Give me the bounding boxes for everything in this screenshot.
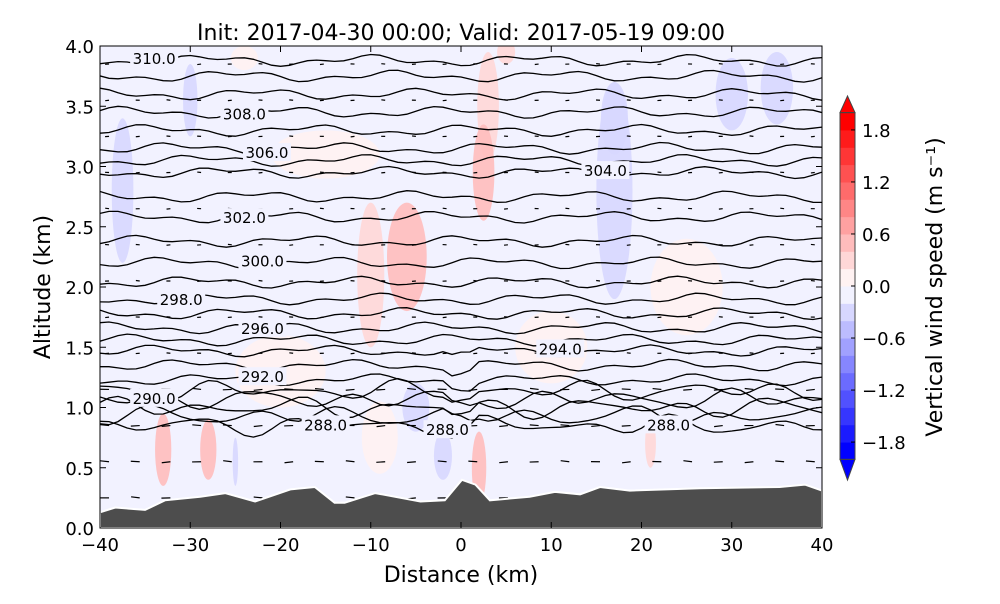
colorbar-bin bbox=[840, 147, 855, 165]
colorbar-tick-label: 0.6 bbox=[862, 225, 891, 246]
colorbar-bin bbox=[840, 251, 855, 269]
colorbar-bin bbox=[840, 355, 855, 373]
w-anomaly bbox=[601, 82, 628, 154]
colorbar-bin bbox=[840, 390, 855, 408]
colorbar-tick-label: −0.6 bbox=[862, 329, 906, 350]
wind-arrow bbox=[376, 389, 385, 390]
colorbar-extend-min bbox=[840, 459, 855, 480]
x-tick-label: −20 bbox=[262, 535, 300, 556]
colorbar-bin bbox=[840, 407, 855, 425]
colorbar-bin bbox=[840, 442, 855, 460]
contour-label: 310.0 bbox=[133, 50, 176, 68]
wind-arrow bbox=[468, 461, 477, 462]
x-tick-label: 10 bbox=[540, 535, 563, 556]
contour-label: 308.0 bbox=[223, 105, 266, 123]
wind-arrow bbox=[775, 461, 784, 462]
colorbar-tick-label: −1.8 bbox=[862, 433, 906, 454]
contour-label: 288.0 bbox=[647, 416, 690, 434]
colorbar-bin bbox=[840, 303, 855, 321]
contour-label: 294.0 bbox=[539, 340, 582, 358]
w-anomaly bbox=[362, 401, 398, 473]
wind-arrow bbox=[346, 389, 355, 390]
w-anomaly bbox=[716, 58, 748, 130]
colorbar-bin bbox=[840, 338, 855, 356]
colorbar-bin bbox=[840, 321, 855, 339]
wind-arrow bbox=[376, 462, 385, 463]
x-tick-label: −10 bbox=[352, 535, 390, 556]
w-anomaly bbox=[233, 438, 238, 486]
plot-area: 310.0 308.0 306.0 304.0 302.0 300.0 298.0 296.0… bbox=[100, 40, 822, 528]
colorbar: −1.8 −1.2 −0.6 0.0 0.6 1.2 1.8 bbox=[840, 96, 906, 480]
chart-title: Init: 2017-04-30 00:00; Valid: 2017-05-1… bbox=[197, 21, 725, 46]
y-tick-label: 2.0 bbox=[65, 278, 94, 299]
wind-arrow bbox=[315, 389, 324, 390]
colorbar-bin bbox=[840, 113, 855, 131]
x-tick-label: 20 bbox=[630, 535, 653, 556]
colorbar-bin bbox=[840, 286, 855, 304]
colorbar-bin bbox=[840, 217, 855, 235]
x-tick-label: −30 bbox=[171, 535, 209, 556]
y-tick-label: 2.5 bbox=[65, 218, 94, 239]
colorbar-tick-label: 1.8 bbox=[862, 121, 891, 142]
contour-label: 288.0 bbox=[304, 416, 347, 434]
y-tick-label: 0.0 bbox=[65, 519, 94, 540]
wind-arrow bbox=[254, 497, 263, 498]
wind-arrow bbox=[560, 425, 569, 426]
y-tick-label: 3.0 bbox=[65, 158, 94, 179]
wind-arrow bbox=[192, 425, 201, 426]
y-tick-label: 0.5 bbox=[65, 459, 94, 480]
x-tick-label: 30 bbox=[720, 535, 743, 556]
colorbar-bin bbox=[840, 182, 855, 200]
x-tick-label: 0 bbox=[455, 535, 466, 556]
wind-arrow bbox=[530, 425, 539, 426]
x-axis-label: Distance (km) bbox=[384, 563, 539, 588]
contour-label: 304.0 bbox=[584, 162, 627, 180]
contour-label: 290.0 bbox=[133, 390, 176, 408]
wind-arrow bbox=[438, 461, 447, 462]
colorbar-bin bbox=[840, 165, 855, 183]
colorbar-extend-max bbox=[840, 96, 855, 113]
w-anomaly bbox=[200, 420, 216, 480]
y-tick-label: 3.5 bbox=[65, 97, 94, 118]
y-tick-label: 1.0 bbox=[65, 399, 94, 420]
w-anomaly bbox=[651, 239, 723, 335]
wind-arrow bbox=[131, 426, 140, 427]
colorbar-tick-label: 0.0 bbox=[862, 277, 891, 298]
wind-arrow bbox=[806, 461, 815, 462]
wind-arrow bbox=[591, 426, 600, 427]
contour-label: 288.0 bbox=[426, 421, 469, 439]
w-anomaly bbox=[357, 203, 384, 348]
colorbar-bin bbox=[840, 373, 855, 391]
x-tick-label: 40 bbox=[811, 535, 834, 556]
contour-label: 292.0 bbox=[241, 368, 284, 386]
wind-arrow bbox=[622, 426, 631, 427]
contour-label: 300.0 bbox=[241, 252, 284, 270]
y-axis-label: Altitude (km) bbox=[31, 215, 56, 359]
wind-arrow bbox=[683, 389, 692, 390]
colorbar-bin bbox=[840, 199, 855, 217]
contour-label: 306.0 bbox=[245, 144, 288, 162]
y-tick-label: 4.0 bbox=[65, 37, 94, 58]
contour-label: 302.0 bbox=[223, 209, 266, 227]
wind-arrow bbox=[407, 462, 416, 463]
y-tick-label: 1.5 bbox=[65, 338, 94, 359]
colorbar-bin bbox=[840, 234, 855, 252]
colorbar-tick-label: 1.2 bbox=[862, 173, 891, 194]
colorbar-bin bbox=[840, 269, 855, 287]
colorbar-bin bbox=[840, 425, 855, 443]
wind-arrow bbox=[622, 389, 631, 390]
contour-label: 296.0 bbox=[241, 320, 284, 338]
colorbar-tick-label: −1.2 bbox=[862, 381, 906, 402]
contour-label: 298.0 bbox=[160, 291, 203, 309]
colorbar-bin bbox=[840, 130, 855, 148]
w-anomaly bbox=[112, 118, 134, 263]
colorbar-label: Vertical wind speed (m s⁻¹) bbox=[923, 137, 948, 436]
